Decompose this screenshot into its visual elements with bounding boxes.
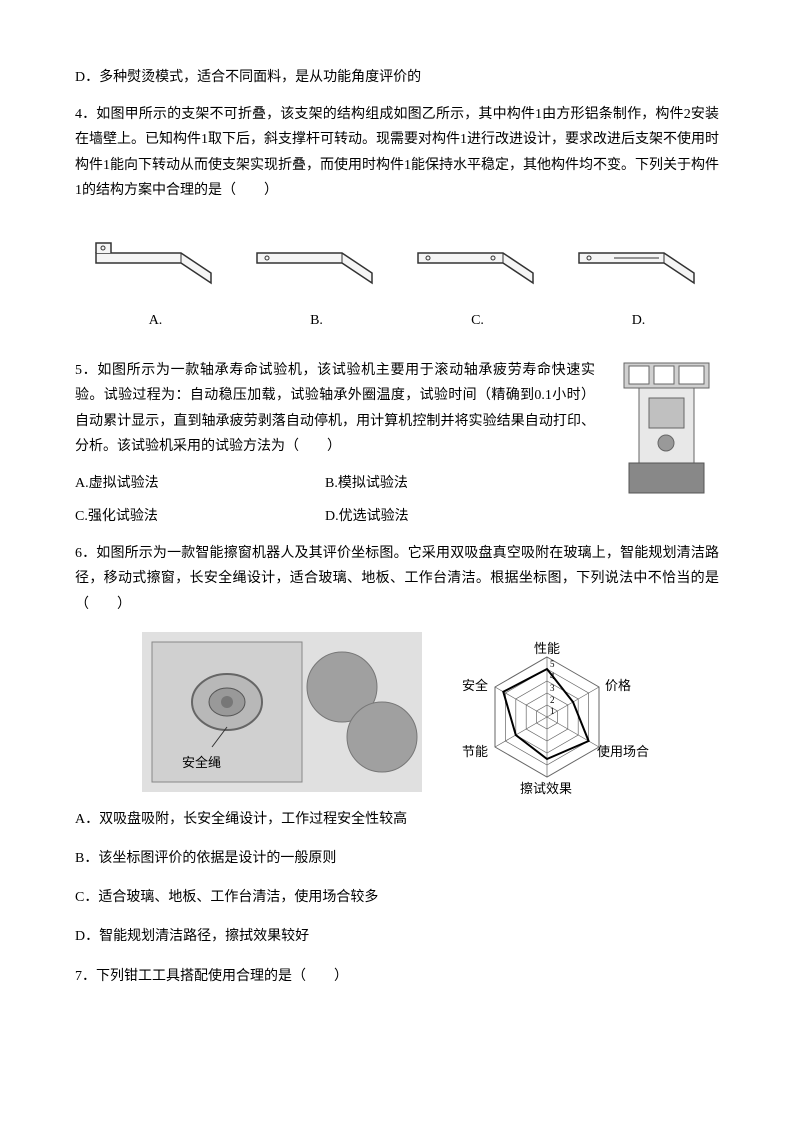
radar-chart: 5 4 3 2 1 性能 价格 使用场合 擦试效果 节能 安全 — [442, 632, 652, 792]
question-4-text: 4．如图甲所示的支架不可折叠，该支架的结构组成如图乙所示，其中构件1由方形铝条制… — [75, 102, 719, 203]
q4-option-labels: A. B. C. D. — [75, 308, 719, 333]
q4-label-a: A. — [91, 308, 221, 333]
question-5-container: 5．如图所示为一款轴承寿命试验机，该试验机主要用于滚动轴承疲劳寿命快速实验。试验… — [75, 358, 719, 459]
q5-option-c: C.强化试验法 — [75, 504, 325, 529]
svg-text:1: 1 — [550, 706, 555, 716]
radar-label-usage: 使用场合 — [597, 740, 649, 763]
q4-label-c: C. — [413, 308, 543, 333]
previous-option-d: D．多种熨烫模式，适合不同面料，是从功能角度评价的 — [75, 65, 719, 90]
q5-options-row2: C.强化试验法 D.优选试验法 — [75, 504, 719, 529]
q6-option-d: D．智能规划清洁路径，擦拭效果较好 — [75, 924, 719, 949]
svg-text:2: 2 — [550, 695, 555, 705]
q5-option-a: A.虚拟试验法 — [75, 471, 325, 496]
q5-option-d: D.优选试验法 — [325, 504, 575, 529]
radar-label-safety: 安全 — [462, 674, 488, 697]
bracket-option-c — [413, 228, 543, 298]
q6-option-c: C．适合玻璃、地板、工作台清洁，使用场合较多 — [75, 885, 719, 910]
q6-option-b: B．该坐标图评价的依据是设计的一般原则 — [75, 846, 719, 871]
bracket-option-d — [574, 228, 704, 298]
q4-bracket-images — [75, 228, 719, 298]
q4-label-d: D. — [574, 308, 704, 333]
svg-text:4: 4 — [550, 671, 555, 681]
q6-option-a: A．双吸盘吸附，长安全绳设计，工作过程安全性较高 — [75, 807, 719, 832]
question-5-text: 5．如图所示为一款轴承寿命试验机，该试验机主要用于滚动轴承疲劳寿命快速实验。试验… — [75, 358, 595, 459]
bracket-option-b — [252, 228, 382, 298]
testing-machine-image — [614, 358, 719, 503]
svg-text:3: 3 — [550, 683, 555, 693]
question-7-text: 7．下列钳工工具搭配使用合理的是（ ） — [75, 964, 719, 989]
q6-images-container: 安全绳 5 4 3 2 1 — [75, 632, 719, 792]
radar-label-price: 价格 — [605, 674, 631, 697]
bracket-option-a — [91, 228, 221, 298]
svg-text:5: 5 — [550, 659, 555, 669]
q4-label-b: B. — [252, 308, 382, 333]
radar-label-effect: 擦试效果 — [520, 777, 572, 800]
question-6-text: 6．如图所示为一款智能擦窗机器人及其评价坐标图。它采用双吸盘真空吸附在玻璃上，智… — [75, 541, 719, 617]
robot-photo: 安全绳 — [142, 632, 422, 792]
q5-option-b: B.模拟试验法 — [325, 471, 575, 496]
radar-label-performance: 性能 — [534, 637, 560, 660]
svg-text:安全绳: 安全绳 — [182, 755, 221, 770]
radar-label-energy: 节能 — [462, 740, 488, 763]
